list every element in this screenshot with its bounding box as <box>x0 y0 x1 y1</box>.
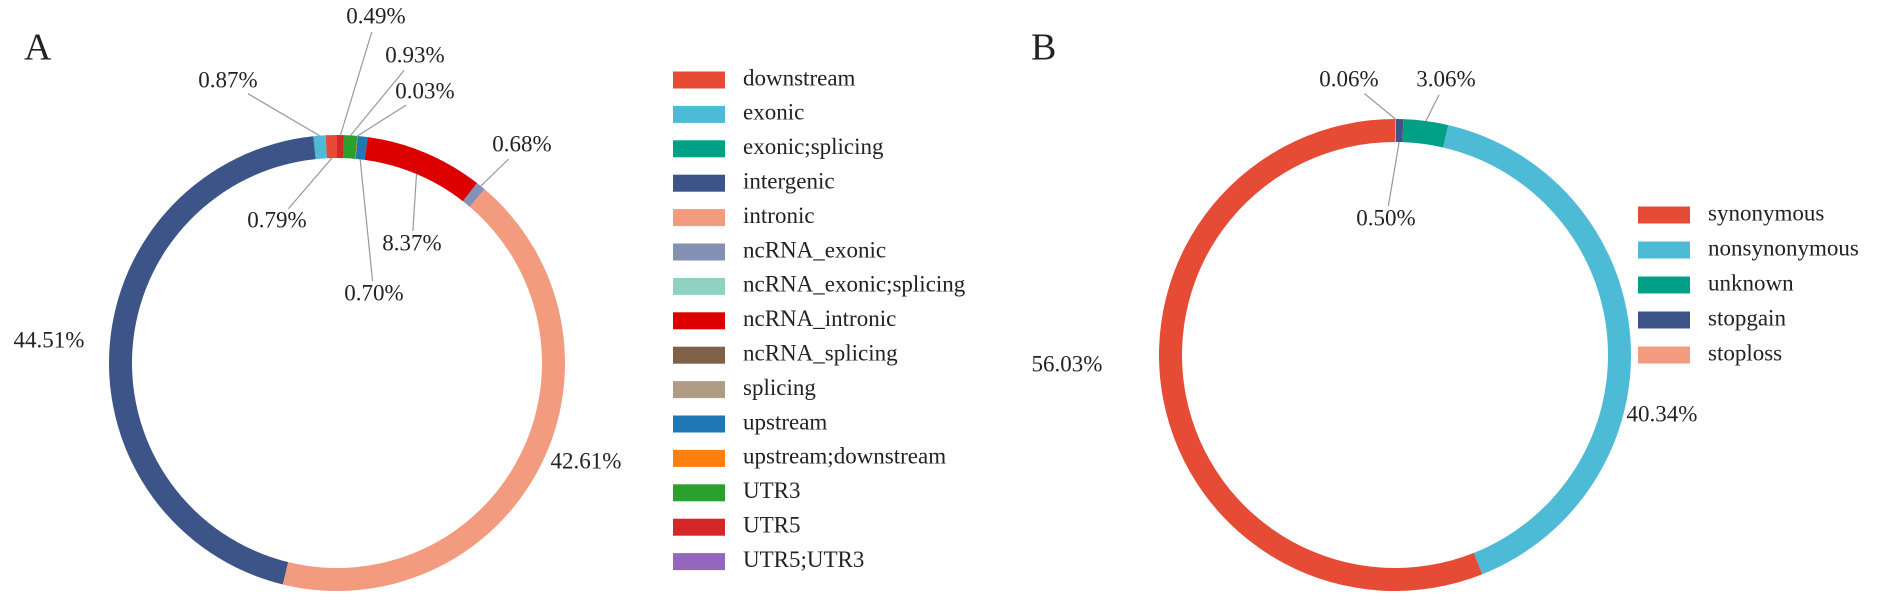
leader-line <box>1387 141 1400 207</box>
legend-swatch <box>673 484 725 502</box>
leader-line <box>412 173 418 232</box>
legend-swatch <box>673 518 725 536</box>
value-label: 3.06% <box>1416 66 1475 91</box>
legend-label: ncRNA_exonic;splicing <box>743 272 966 297</box>
value-label: 40.34% <box>1627 401 1698 426</box>
legend-swatch <box>673 174 725 192</box>
value-label: 0.03% <box>395 78 454 103</box>
legend-swatch <box>1638 346 1690 364</box>
legend-swatch <box>673 209 725 227</box>
legend-label: downstream <box>743 65 856 90</box>
leader-line <box>357 104 407 137</box>
value-label: 0.49% <box>346 3 405 28</box>
panel-label: B <box>1031 27 1056 69</box>
leader-line <box>339 31 373 136</box>
legend-swatch <box>673 277 725 295</box>
value-label: 0.68% <box>492 131 551 156</box>
legend-swatch <box>673 553 725 571</box>
legend-label: UTR5 <box>743 512 801 537</box>
legend-swatch <box>1638 311 1690 329</box>
legend-label: UTR5;UTR3 <box>743 547 864 572</box>
legend-label: ncRNA_exonic <box>743 237 886 262</box>
legend-swatch <box>1638 276 1690 294</box>
legend-swatch <box>673 71 725 89</box>
donut-segment <box>1402 119 1449 148</box>
donut-segment <box>313 135 327 160</box>
legend-swatch <box>673 415 725 433</box>
legend-label: stopgain <box>1708 305 1786 330</box>
legend-label: upstream;downstream <box>743 444 946 469</box>
legend-label: UTR3 <box>743 478 801 503</box>
legend-swatch <box>673 140 725 158</box>
legend-swatch <box>673 381 725 399</box>
donut-segment <box>325 135 337 159</box>
leader-line <box>247 93 320 137</box>
legend-label: splicing <box>743 375 816 400</box>
leader-line <box>350 69 405 136</box>
legend-swatch <box>673 346 725 364</box>
leader-line <box>1425 94 1440 122</box>
legend-label: nonsynonymous <box>1708 235 1859 260</box>
leader-line <box>359 159 374 282</box>
legend-swatch <box>673 243 725 261</box>
legend-swatch <box>673 449 725 467</box>
legend-swatch <box>1638 241 1690 259</box>
donut-segment <box>343 135 358 159</box>
leader-line <box>480 158 510 187</box>
value-label: 44.51% <box>14 327 85 352</box>
donut-segment <box>364 137 477 202</box>
value-label: 0.50% <box>1356 205 1415 230</box>
value-label: 0.93% <box>385 42 444 67</box>
legend-swatch <box>1638 206 1690 224</box>
donut-segment <box>355 135 368 160</box>
value-label: 56.03% <box>1032 351 1103 376</box>
value-label: 8.37% <box>382 230 441 255</box>
donut-segment <box>1443 125 1632 575</box>
legend-label: stoploss <box>1708 340 1782 365</box>
legend-label: synonymous <box>1708 200 1824 225</box>
legend-swatch <box>673 312 725 330</box>
legend-label: ncRNA_splicing <box>743 340 898 365</box>
donut-segment <box>108 136 316 585</box>
legend-label: intronic <box>743 203 815 228</box>
value-label: 0.87% <box>198 67 257 92</box>
legend-swatch <box>673 105 725 123</box>
donut-segment <box>1395 119 1404 143</box>
donut-segment <box>337 135 345 159</box>
legend-label: exonic;splicing <box>743 134 884 159</box>
legend-label: exonic <box>743 100 804 125</box>
value-label: 0.06% <box>1319 66 1378 91</box>
value-label: 0.79% <box>247 207 306 232</box>
donut-segment <box>355 135 358 159</box>
donut-segment <box>1158 119 1483 591</box>
legend-label: unknown <box>1708 270 1794 295</box>
panel-label: A <box>24 27 52 69</box>
legend-label: ncRNA_intronic <box>743 306 896 331</box>
donut-segment <box>1395 119 1396 143</box>
legend-label: intergenic <box>743 168 835 193</box>
value-label: 42.61% <box>551 448 622 473</box>
donut-segment <box>462 183 485 207</box>
leader-line <box>1364 93 1396 120</box>
leader-line <box>287 157 333 210</box>
legend-label: upstream <box>743 409 827 434</box>
value-label: 0.70% <box>344 280 403 305</box>
